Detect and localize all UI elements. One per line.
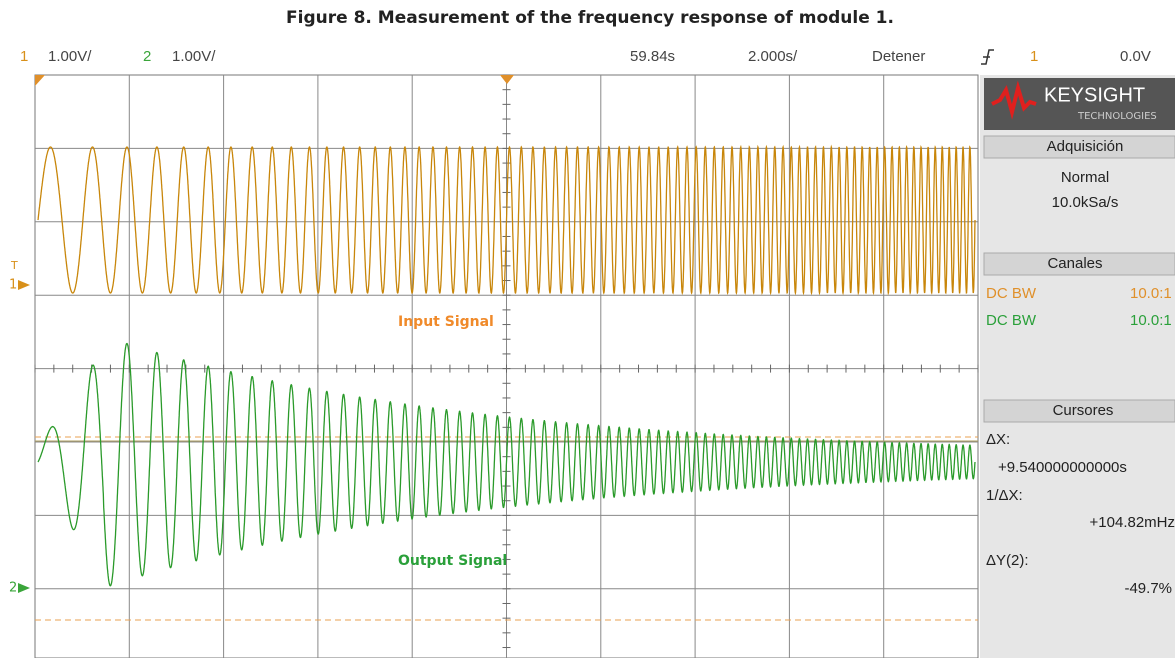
trigger-level[interactable]: 0.0V: [1120, 48, 1151, 65]
channels-header[interactable]: Canales: [1047, 255, 1102, 272]
side-panel: [980, 75, 1175, 658]
ch2-scale[interactable]: 1.00V/: [172, 48, 216, 65]
inv-dx-value: +104.82mHz: [1090, 514, 1175, 531]
ch2-probe: 10.0:1: [1130, 312, 1172, 329]
ch2-label[interactable]: 2: [143, 48, 151, 65]
output-label: Output Signal: [398, 553, 507, 569]
trigger-source[interactable]: 1: [1030, 48, 1038, 65]
acq-mode: Normal: [1061, 169, 1109, 186]
ch1-probe: 10.0:1: [1130, 285, 1172, 302]
dx-label: ΔX:: [986, 431, 1010, 448]
figure-title: Figure 8. Measurement of the frequency r…: [286, 8, 894, 28]
time-scale[interactable]: 2.000s/: [748, 48, 798, 65]
brand: KEYSIGHT: [1044, 84, 1145, 106]
dy-label: ΔY(2):: [986, 552, 1029, 569]
cursors-header[interactable]: Cursores: [1053, 402, 1114, 419]
waveform-area: [35, 75, 978, 658]
input-label: Input Signal: [398, 314, 494, 330]
dy-value: -49.7%: [1124, 580, 1172, 597]
ch1-label[interactable]: 1: [20, 48, 28, 65]
trigger-marker: T: [10, 259, 18, 272]
ch2-coupling: DC BW: [986, 312, 1037, 329]
ch1-marker: 1: [9, 278, 17, 293]
ch1-coupling: DC BW: [986, 285, 1037, 302]
time-position[interactable]: 59.84s: [630, 48, 675, 65]
inv-dx-label: 1/ΔX:: [986, 487, 1023, 504]
scope-screenshot: Figure 8. Measurement of the frequency r…: [0, 0, 1175, 658]
run-state[interactable]: Detener: [872, 48, 925, 65]
ch1-scale[interactable]: 1.00V/: [48, 48, 92, 65]
acq-rate: 10.0kSa/s: [1052, 194, 1119, 211]
brand-sub: TECHNOLOGIES: [1077, 111, 1157, 122]
ch2-marker: 2: [9, 581, 17, 596]
acq-header[interactable]: Adquisición: [1047, 138, 1124, 155]
dx-value: +9.540000000000s: [998, 459, 1127, 476]
